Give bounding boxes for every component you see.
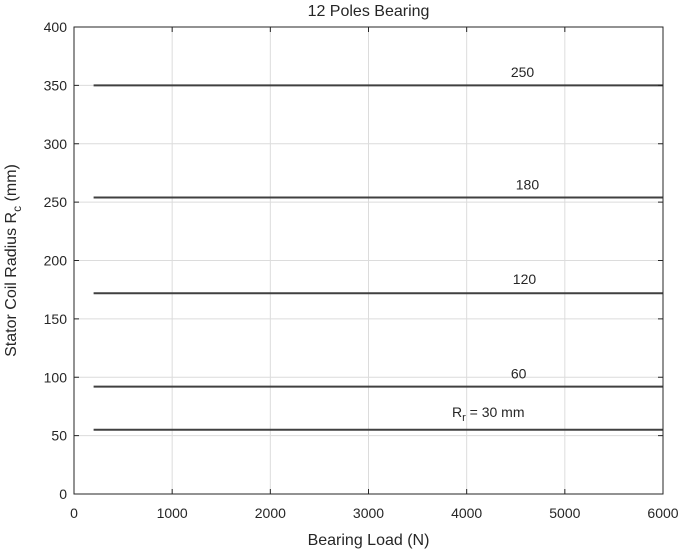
y-axis-label-main: Stator Coil Radius R xyxy=(3,212,20,357)
y-axis-label-subscript: c xyxy=(10,206,24,212)
y-tick-label: 150 xyxy=(44,311,68,327)
series-label: 180 xyxy=(516,176,540,192)
y-axis-label-unit: (mm) xyxy=(3,164,20,206)
series-label-main: R xyxy=(452,404,462,420)
y-axis-label: Stator Coil Radius Rc (mm) xyxy=(3,164,24,357)
x-tick-label: 1000 xyxy=(157,505,188,521)
series-label: 250 xyxy=(511,64,535,80)
series-label: 120 xyxy=(513,271,537,287)
x-tick-label: 0 xyxy=(70,505,78,521)
series-label-rest: = 30 mm xyxy=(466,404,525,420)
x-tick-label: 6000 xyxy=(647,505,678,521)
y-tick-label: 0 xyxy=(59,486,67,502)
series-lines xyxy=(93,84,663,431)
x-axis-label: Bearing Load (N) xyxy=(308,532,430,549)
y-tick-label: 200 xyxy=(44,253,68,269)
y-tick-label: 350 xyxy=(44,77,68,93)
x-tick-label: 4000 xyxy=(451,505,482,521)
series-label: 60 xyxy=(511,365,527,381)
series-label-subscript: r xyxy=(462,412,466,424)
axis-ticks: 0 1000 2000 3000 4000 5000 6000 0 50 100 150 200 250… xyxy=(44,19,679,521)
y-tick-label: 100 xyxy=(44,369,68,385)
x-tick-label: 3000 xyxy=(353,505,384,521)
x-tick-label: 2000 xyxy=(255,505,286,521)
series-labels: 250 180 120 60 Rr = 30 mm xyxy=(452,64,539,424)
series-label: Rr = 30 mm xyxy=(452,404,525,424)
y-tick-label: 300 xyxy=(44,136,68,152)
y-tick-label: 400 xyxy=(44,19,68,35)
grid xyxy=(74,27,663,494)
y-tick-label: 50 xyxy=(51,428,67,444)
y-tick-label: 250 xyxy=(44,194,68,210)
chart-title: 12 Poles Bearing xyxy=(308,3,430,20)
x-tick-label: 5000 xyxy=(549,505,580,521)
